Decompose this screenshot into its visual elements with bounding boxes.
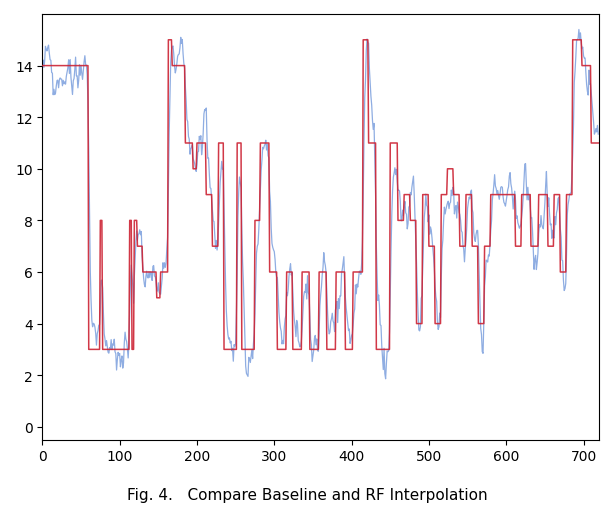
Text: Fig. 4.   Compare Baseline and RF Interpolation: Fig. 4. Compare Baseline and RF Interpol… [126,487,488,502]
